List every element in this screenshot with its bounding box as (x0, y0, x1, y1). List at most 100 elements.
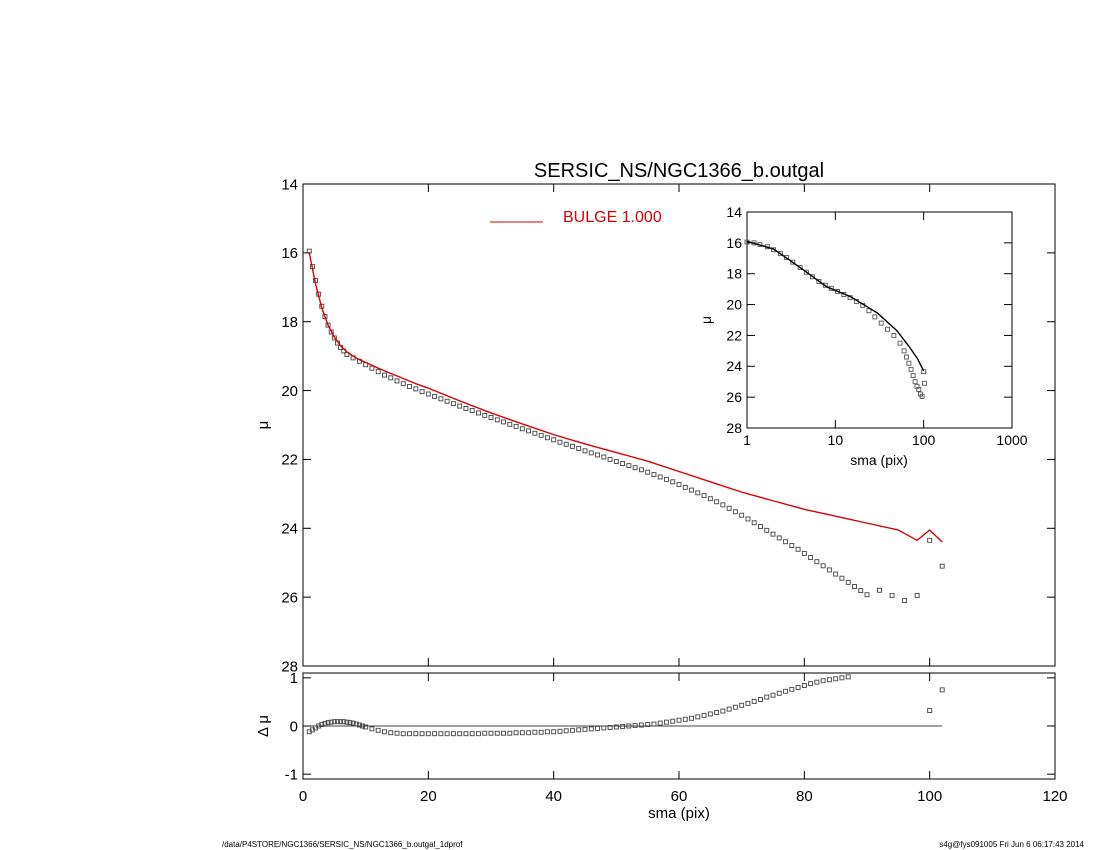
main-data-point (689, 487, 694, 493)
main-data-point (839, 575, 845, 581)
main-data-point (720, 502, 726, 508)
residual-data-point (764, 694, 770, 700)
inset-x-tick-label: 10 (828, 432, 844, 448)
main-data-point (707, 496, 713, 502)
residual-data-point (845, 674, 851, 680)
inset-panel: μ sma (pix) 1 10 100 1000 14 16 18 20 22 24 26 28 (698, 204, 1028, 468)
residual-data-point (469, 731, 475, 737)
residual-data-point (795, 685, 801, 690)
residual-data-point (820, 678, 826, 684)
main-data-point (513, 423, 519, 429)
residual-data-point (645, 722, 651, 728)
residual-data-point (482, 730, 488, 736)
main-y-tick-label: 22 (281, 452, 298, 469)
legend-label: BULGE 1.000 (563, 209, 662, 226)
main-axis-ticks: 14 16 18 20 22 24 26 28 (281, 176, 1056, 675)
inset-data-point (908, 366, 914, 372)
main-data-point (814, 559, 820, 565)
main-data-point (776, 535, 782, 541)
main-data-point (501, 419, 506, 425)
main-data-point (507, 421, 513, 427)
inset-y-tick-label: 20 (726, 296, 742, 312)
residual-x-tick-label: 80 (796, 788, 813, 805)
residual-y-tick-label: 0 (290, 718, 298, 735)
inset-data-point (912, 379, 918, 385)
main-data-point (576, 445, 582, 451)
residual-panel: Δ μ sma (pix) 0 20 40 60 80 100 120-101 (255, 670, 1068, 822)
residual-data-point (588, 726, 594, 732)
main-panel: SERSIC_NS/NGC1366_b.outgal μ BULGE 1.000… (255, 160, 1056, 675)
main-data-point (939, 563, 945, 569)
footer-file-path: /data/P4STORE/NGC1366/SERSIC_NS/NGC1366_… (222, 840, 463, 849)
residual-data-point (432, 731, 438, 737)
main-data-point (413, 386, 419, 392)
main-data-point (601, 454, 607, 460)
residual-data-point (714, 710, 720, 715)
main-data-point (902, 598, 908, 604)
main-data-point (645, 469, 651, 475)
residual-x-tick-label: 120 (1042, 788, 1067, 805)
main-data-point (914, 592, 920, 598)
residual-data-point (407, 731, 412, 737)
main-data-point (394, 378, 400, 384)
main-data-point (808, 555, 814, 560)
residual-data-point (316, 723, 322, 729)
residual-data-point (745, 700, 751, 706)
residual-data-point (501, 730, 506, 736)
residual-data-point (595, 725, 600, 731)
residual-data-point (732, 704, 738, 710)
main-data-point (488, 414, 494, 420)
residual-data-point (341, 719, 347, 725)
residual-data-point (369, 726, 375, 732)
residual-data-point (356, 722, 362, 728)
residual-data-point (939, 687, 945, 693)
residual-data-point (814, 679, 820, 685)
residual-data-point (413, 731, 419, 737)
main-data-point (664, 476, 669, 482)
residual-x-tick-label: 60 (671, 788, 688, 805)
residual-data-point (350, 720, 356, 726)
inset-x-tick-label: 1 (743, 432, 751, 448)
inset-data-point (778, 251, 784, 257)
main-data-point (701, 493, 707, 499)
main-data-point (826, 567, 832, 573)
residual-data-point (751, 698, 757, 704)
inset-data-point (784, 255, 789, 260)
residual-data-point (726, 706, 732, 712)
residual-data-point (695, 714, 701, 720)
main-data-point (438, 396, 444, 402)
main-data-point (551, 437, 557, 443)
main-data-point (714, 499, 720, 505)
residual-data-point (507, 730, 513, 736)
residual-data-point (538, 729, 544, 735)
residual-data-point (400, 731, 406, 737)
main-data-point (607, 456, 613, 462)
main-data-point (889, 592, 895, 598)
main-y-tick-label: 14 (281, 176, 298, 193)
main-data-point (400, 381, 406, 387)
inset-data-point (904, 354, 909, 360)
residual-data-point (353, 721, 359, 727)
residual-data-point (682, 716, 688, 722)
residual-data-point (664, 719, 669, 725)
main-data-point (538, 432, 544, 438)
main-y-tick-label: 24 (281, 521, 298, 538)
inset-y-tick-label: 24 (726, 358, 742, 374)
main-data-point (595, 452, 600, 458)
chart-title: SERSIC_NS/NGC1366_b.outgal (534, 160, 824, 182)
inset-data-point (790, 259, 796, 265)
residual-data-point (375, 727, 381, 733)
residual-axis-ticks: 0 20 40 60 80 100 120-101 (285, 670, 1068, 805)
main-data-point (858, 588, 864, 594)
main-data-point (758, 524, 763, 530)
inset-data-point (891, 332, 897, 338)
main-data-point (864, 592, 870, 598)
residual-data-point (360, 723, 365, 729)
residual-data-point (557, 728, 563, 734)
main-data-point (682, 484, 688, 490)
main-data-point (770, 531, 776, 537)
main-data-point (745, 516, 751, 522)
residual-data-point (689, 715, 694, 721)
main-data-point (570, 443, 575, 449)
residual-data-point (707, 711, 713, 717)
